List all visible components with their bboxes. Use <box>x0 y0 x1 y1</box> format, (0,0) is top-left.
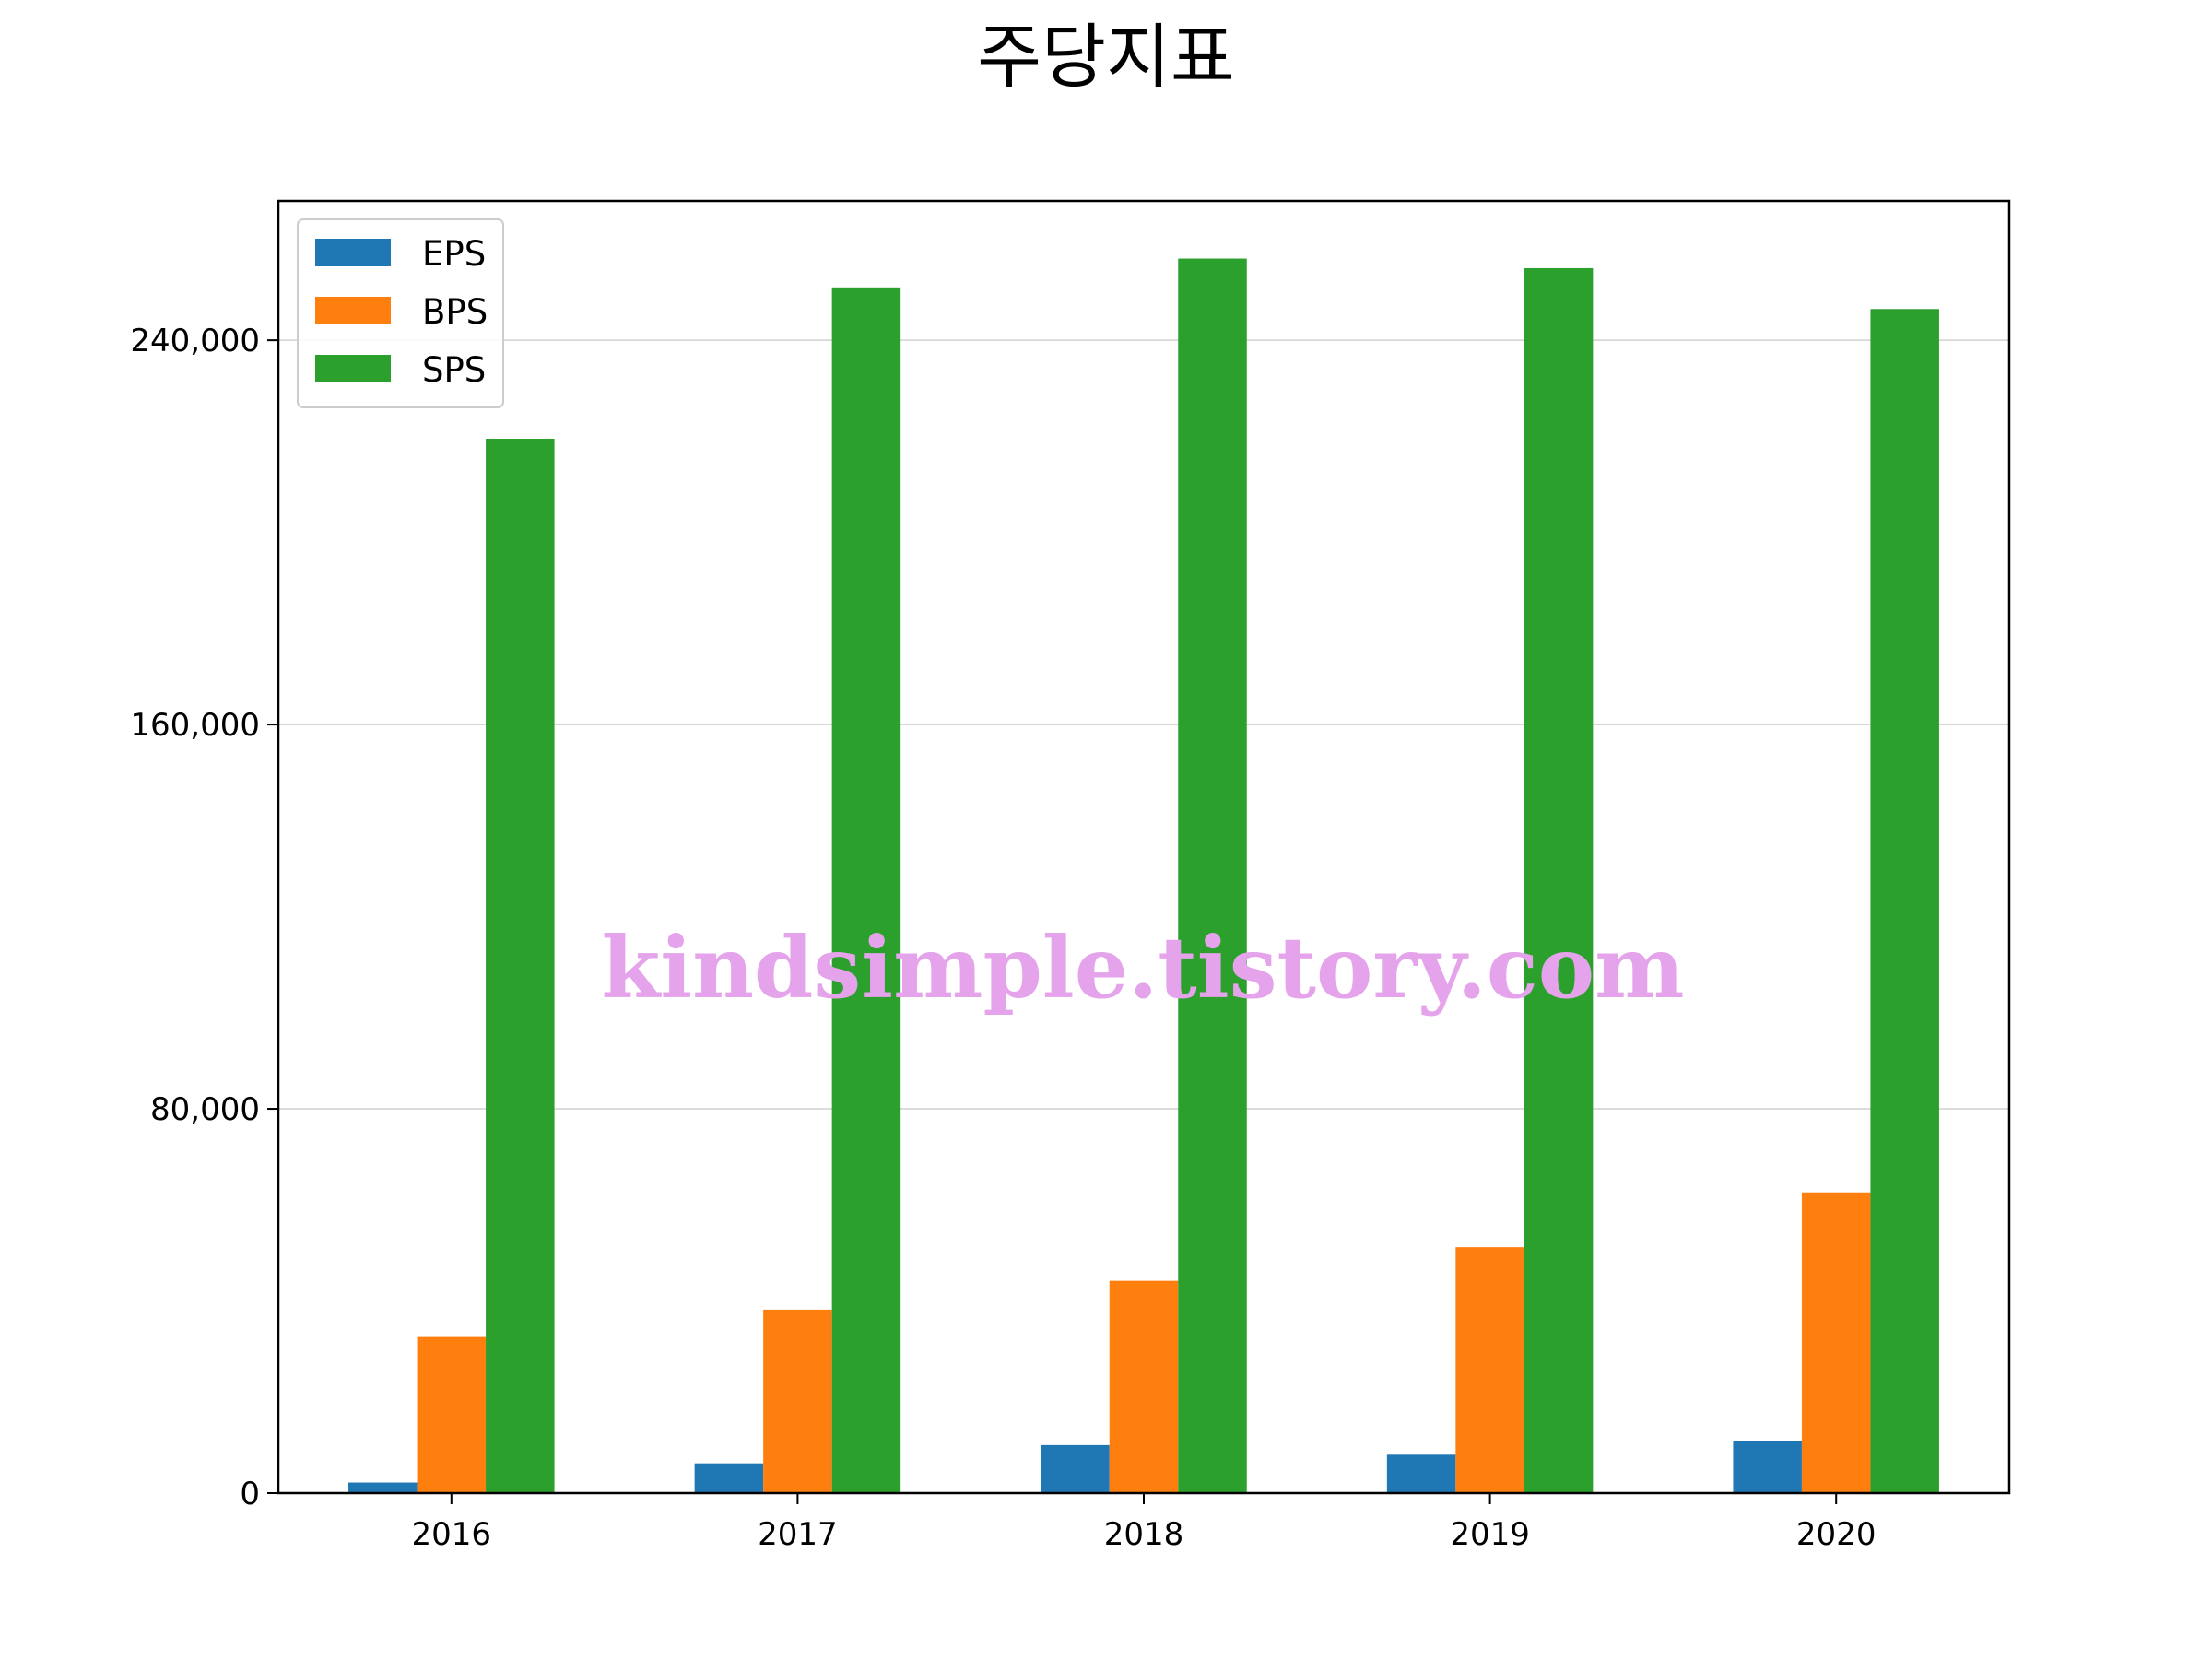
legend-label-eps: EPS <box>422 234 486 274</box>
legend-label-bps: BPS <box>422 292 488 332</box>
bar-sps-2018 <box>1178 258 1247 1494</box>
bar-bps-2020 <box>1801 1192 1871 1493</box>
bars <box>348 258 1939 1494</box>
bar-sps-2020 <box>1870 309 1939 1493</box>
bar-sps-2016 <box>486 438 555 1493</box>
gridlines <box>278 339 2009 1110</box>
y-tick-label: 80,000 <box>150 1091 260 1128</box>
bar-eps-2018 <box>1041 1444 1110 1493</box>
y-tick-label: 0 <box>240 1476 260 1512</box>
bar-eps-2020 <box>1733 1441 1802 1493</box>
x-tick-label: 2016 <box>412 1516 492 1553</box>
chart-title: 주당지표 <box>977 16 1235 98</box>
x-tick-label: 2017 <box>758 1516 838 1553</box>
legend-swatch-eps <box>315 239 391 266</box>
y-tick-label: 160,000 <box>130 707 260 744</box>
bar-bps-2019 <box>1455 1247 1524 1493</box>
bar-sps-2019 <box>1524 267 1594 1493</box>
x-axis: 2016 2017 2018 2019 2020 <box>412 1493 1877 1553</box>
bar-bps-2018 <box>1109 1280 1179 1493</box>
bar-bps-2016 <box>417 1336 487 1493</box>
x-tick-label: 2019 <box>1450 1516 1530 1553</box>
y-axis: 0 80,000 160,000 240,000 <box>130 323 278 1512</box>
legend-label-sps: SPS <box>422 350 486 390</box>
watermark: kindsimple.tistory.com <box>601 918 1684 1018</box>
bar-sps-2017 <box>831 287 901 1494</box>
legend-swatch-bps <box>315 297 391 324</box>
x-tick-label: 2018 <box>1104 1516 1184 1553</box>
legend-swatch-sps <box>315 355 391 382</box>
bar-eps-2016 <box>348 1482 418 1493</box>
bar-bps-2017 <box>763 1309 832 1493</box>
x-tick-label: 2020 <box>1796 1516 1877 1553</box>
bar-eps-2019 <box>1386 1454 1456 1493</box>
y-tick-label: 240,000 <box>130 323 260 359</box>
bar-eps-2017 <box>694 1463 764 1493</box>
legend: EPS BPS SPS <box>297 218 504 408</box>
